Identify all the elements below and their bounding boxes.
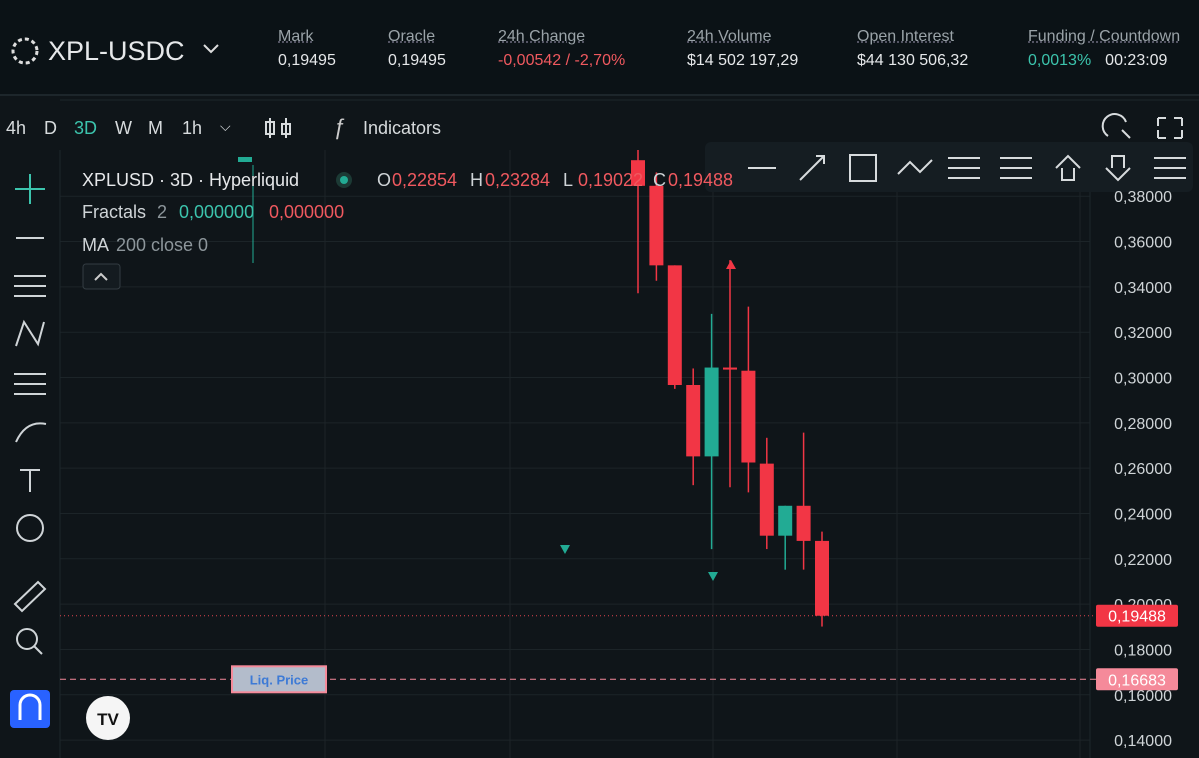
stat-label: 24h Change	[498, 28, 586, 45]
ohlc-key: O	[377, 170, 391, 190]
interval-button[interactable]: 4h	[6, 118, 27, 138]
stat: Open Interest $44 130 506,32	[857, 28, 968, 70]
fractals-param: 2	[157, 202, 167, 222]
stat: Funding / Countdown 0,0013% 00:23:09	[1028, 28, 1199, 70]
candle-body	[686, 384, 701, 457]
logo	[11, 37, 39, 65]
stat-value: 0,19495	[388, 52, 446, 70]
countdown: 00:23:09	[1105, 52, 1168, 69]
stat: 24h Volume $14 502 197,29	[687, 28, 798, 70]
draw-toolbar-icons[interactable]	[265, 113, 1186, 182]
legend-symbol: XPLUSD · 3D · Hyperliquid	[82, 170, 299, 190]
candle-body	[796, 505, 811, 541]
candle-body	[723, 367, 737, 370]
symbol[interactable]: XPL-USDC	[48, 36, 185, 66]
interval-dropdown: ⌵	[220, 118, 231, 134]
stat: Mark 0,19495	[278, 28, 336, 70]
indicators-button[interactable]: Indicators	[363, 118, 442, 138]
stat-value: -0,00542 / -2,70%	[498, 52, 625, 70]
price-label: 0,16683	[1108, 672, 1166, 689]
ohlc-value: 0,23284	[485, 170, 550, 190]
stat-value: 0,0013% 00:23:09	[1028, 52, 1199, 70]
ohlc-value: 0,22854	[392, 170, 457, 190]
candle-body	[704, 367, 719, 457]
stat-label: Open Interest	[857, 28, 954, 45]
stat-number: -0,00542 / -2,70%	[498, 52, 626, 69]
candle-body	[741, 370, 756, 463]
fractals-down: 0,000000	[269, 202, 344, 222]
stat-number: $44 130 506,32	[857, 52, 969, 69]
y-tick-label: 0,28000	[1114, 416, 1172, 433]
y-tick-label: 0,34000	[1114, 280, 1172, 297]
y-tick-label: 0,26000	[1114, 461, 1172, 478]
stat-number: 0,19495	[388, 52, 446, 69]
y-tick-label: 0,30000	[1114, 371, 1172, 388]
price-label: 0,19488	[1108, 609, 1166, 626]
fractals-name: Fractals	[82, 202, 146, 222]
interval-button[interactable]: M	[148, 118, 163, 138]
stat-value: 0,19495	[278, 52, 336, 70]
collapse-icon	[94, 272, 108, 281]
interval-button[interactable]: D	[44, 118, 57, 138]
y-tick-label: 0,18000	[1114, 642, 1172, 659]
stat-number: 0,0013%	[1028, 52, 1092, 69]
magnet-icon	[18, 693, 42, 720]
ohlc-key: H	[470, 170, 483, 190]
y-tick-label: 0,16000	[1114, 688, 1172, 705]
stat-value: $44 130 506,32	[857, 52, 968, 70]
y-tick-label: 0,14000	[1114, 733, 1172, 750]
y-tick-label: 0,24000	[1114, 506, 1172, 523]
fractal-up	[726, 260, 736, 269]
y-tick-label: 0,36000	[1114, 235, 1172, 252]
fx-icon: ƒ	[333, 114, 345, 139]
candle-body	[649, 185, 664, 266]
interval-button[interactable]: 1h	[182, 118, 203, 138]
price-label-bg	[1096, 604, 1178, 627]
interval-button[interactable]: 3D	[74, 118, 98, 138]
y-tick-label: 0,38000	[1114, 189, 1172, 206]
stat-number: 0,19495	[278, 52, 336, 69]
ohlc-value: 0,19022	[578, 170, 643, 190]
stat: Oracle 0,19495	[388, 28, 446, 70]
live-dot	[340, 176, 348, 184]
candle-body	[631, 160, 645, 186]
stat-label: Mark	[278, 28, 314, 45]
ohlc-value: 0,19488	[668, 170, 733, 190]
ohlc-key: L	[563, 170, 573, 190]
fractal-down	[708, 572, 718, 581]
ohlc-key: C	[653, 170, 666, 190]
market-header: XPL-USDC Mark 0,19495 Oracle 0,19495 24h Cha…	[0, 0, 1199, 96]
stat: 24h Change -0,00542 / -2,70%	[498, 28, 625, 70]
ma-name: MA	[82, 235, 109, 255]
stat-label: Oracle	[388, 28, 436, 45]
tv-logo-text: TV	[97, 710, 119, 729]
candle-body	[815, 540, 829, 616]
candle-body	[759, 463, 774, 536]
fractal-down	[560, 545, 570, 554]
liq-badge	[231, 665, 327, 694]
stat-label: Funding / Countdown	[1028, 28, 1181, 45]
ma-params: 200 close 0	[116, 235, 208, 255]
price-label-bg	[1096, 668, 1178, 691]
stat-label: 24h Volume	[687, 28, 772, 45]
fractals-up: 0,000000	[179, 202, 254, 222]
liq-label: Liq. Price	[250, 672, 309, 687]
stat-number: $14 502 197,29	[687, 52, 799, 69]
y-tick-label: 0,22000	[1114, 552, 1172, 569]
candle-body	[778, 505, 793, 536]
dropdown-icon[interactable]	[202, 42, 220, 56]
y-tick-label: 0,32000	[1114, 325, 1172, 342]
collapse-button[interactable]	[82, 263, 121, 290]
stat-value: $14 502 197,29	[687, 52, 798, 70]
interval-button[interactable]: W	[115, 118, 132, 138]
tv-logo[interactable]	[86, 696, 130, 740]
drawing-tools[interactable]	[13, 174, 47, 655]
candle-body	[667, 265, 682, 385]
